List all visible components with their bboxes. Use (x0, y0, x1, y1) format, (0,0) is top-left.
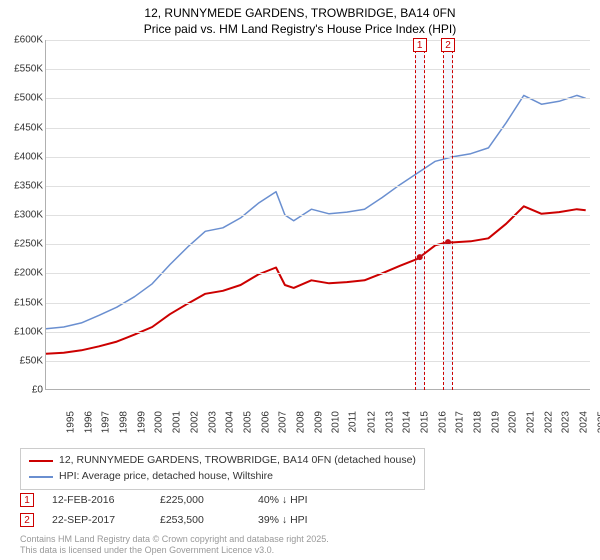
transaction-date: 12-FEB-2016 (52, 494, 142, 506)
plot-region: £0£50K£100K£150K£200K£250K£300K£350K£400… (45, 40, 590, 390)
y-axis-label: £350K (3, 180, 43, 191)
title-subtitle: Price paid vs. HM Land Registry's House … (0, 22, 600, 38)
series-hpi (46, 95, 586, 328)
x-axis-label: 2016 (437, 411, 448, 433)
x-axis-label: 2006 (260, 411, 271, 433)
x-axis-label: 2022 (543, 411, 554, 433)
event-marker (415, 40, 425, 390)
transaction-row: 2 22-SEP-2017 £253,500 39% ↓ HPI (20, 510, 308, 530)
footer-line: This data is licensed under the Open Gov… (20, 545, 329, 556)
x-axis-label: 2007 (278, 411, 289, 433)
legend: 12, RUNNYMEDE GARDENS, TROWBRIDGE, BA14 … (20, 448, 425, 490)
x-axis-label: 1998 (118, 411, 129, 433)
chart-area: £0£50K£100K£150K£200K£250K£300K£350K£400… (45, 40, 590, 415)
transaction-price: £225,000 (160, 494, 240, 506)
x-axis-label: 2004 (225, 411, 236, 433)
x-axis-label: 2017 (455, 411, 466, 433)
x-axis-label: 1997 (101, 411, 112, 433)
transaction-marker: 1 (20, 493, 34, 507)
transaction-delta: 40% ↓ HPI (258, 494, 308, 506)
y-axis-label: £100K (3, 326, 43, 337)
x-axis-label: 2015 (419, 411, 430, 433)
x-axis-label: 2010 (331, 411, 342, 433)
y-axis-label: £50K (3, 355, 43, 366)
y-axis-label: £450K (3, 122, 43, 133)
x-axis-label: 2001 (171, 411, 182, 433)
x-axis-label: 2013 (384, 411, 395, 433)
title-address: 12, RUNNYMEDE GARDENS, TROWBRIDGE, BA14 … (0, 6, 600, 22)
x-axis-label: 2021 (525, 411, 536, 433)
x-axis-label: 2020 (508, 411, 519, 433)
x-axis-label: 2023 (561, 411, 572, 433)
legend-swatch (29, 460, 53, 462)
transaction-delta: 39% ↓ HPI (258, 514, 308, 526)
x-axis-label: 2008 (295, 411, 306, 433)
x-axis-label: 2025 (596, 411, 600, 433)
legend-swatch (29, 476, 53, 478)
footer-line: Contains HM Land Registry data © Crown c… (20, 534, 329, 545)
y-axis-label: £300K (3, 210, 43, 221)
event-marker-label: 1 (413, 38, 427, 52)
x-axis-label: 2005 (242, 411, 253, 433)
y-axis-label: £0 (3, 385, 43, 396)
legend-row: HPI: Average price, detached house, Wilt… (29, 469, 416, 485)
y-axis-label: £200K (3, 268, 43, 279)
chart-titles: 12, RUNNYMEDE GARDENS, TROWBRIDGE, BA14 … (0, 0, 600, 37)
y-axis-label: £250K (3, 239, 43, 250)
transaction-row: 1 12-FEB-2016 £225,000 40% ↓ HPI (20, 490, 308, 510)
y-axis-label: £600K (3, 35, 43, 46)
x-axis-label: 2003 (207, 411, 218, 433)
x-axis-label: 2012 (366, 411, 377, 433)
y-axis-label: £150K (3, 297, 43, 308)
x-axis-label: 1999 (136, 411, 147, 433)
event-marker (443, 40, 453, 390)
legend-row: 12, RUNNYMEDE GARDENS, TROWBRIDGE, BA14 … (29, 453, 416, 469)
legend-label: 12, RUNNYMEDE GARDENS, TROWBRIDGE, BA14 … (59, 453, 416, 469)
transaction-price: £253,500 (160, 514, 240, 526)
x-axis-label: 2019 (490, 411, 501, 433)
x-axis-label: 2002 (189, 411, 200, 433)
x-axis-label: 2000 (154, 411, 165, 433)
x-axis-label: 1996 (83, 411, 94, 433)
footer-attribution: Contains HM Land Registry data © Crown c… (20, 534, 329, 556)
chart-container: 12, RUNNYMEDE GARDENS, TROWBRIDGE, BA14 … (0, 0, 600, 560)
y-axis-label: £500K (3, 93, 43, 104)
x-axis-label: 2014 (401, 411, 412, 433)
x-axis-label: 2024 (578, 411, 589, 433)
event-marker-label: 2 (441, 38, 455, 52)
transactions-table: 1 12-FEB-2016 £225,000 40% ↓ HPI 2 22-SE… (20, 490, 308, 530)
transaction-date: 22-SEP-2017 (52, 514, 142, 526)
x-axis-label: 2018 (472, 411, 483, 433)
y-axis-label: £550K (3, 64, 43, 75)
transaction-marker: 2 (20, 513, 34, 527)
y-axis-label: £400K (3, 151, 43, 162)
legend-label: HPI: Average price, detached house, Wilt… (59, 469, 273, 485)
x-axis-label: 2009 (313, 411, 324, 433)
x-axis-label: 2011 (348, 411, 359, 433)
x-axis-label: 1995 (65, 411, 76, 433)
